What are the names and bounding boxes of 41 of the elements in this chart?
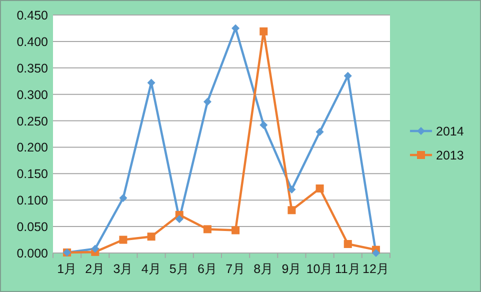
x-tick-label: 4月 bbox=[141, 262, 162, 276]
point bbox=[119, 194, 128, 202]
point bbox=[232, 24, 240, 32]
y-tick-label: 0.150 bbox=[16, 167, 48, 182]
y-tick-label: 0.400 bbox=[16, 34, 48, 49]
point bbox=[203, 225, 212, 234]
x-tick-label: 8月 bbox=[254, 262, 274, 276]
x-tick-label: 1月 bbox=[57, 262, 78, 276]
point bbox=[316, 184, 324, 192]
y-tick-label: 0.000 bbox=[16, 246, 48, 260]
y-tick-label: 0.300 bbox=[16, 88, 48, 102]
point bbox=[316, 128, 324, 136]
point bbox=[344, 240, 352, 248]
point bbox=[260, 121, 268, 130]
point bbox=[260, 27, 268, 36]
point bbox=[288, 206, 296, 214]
x-tick-label: 10月 bbox=[306, 262, 334, 276]
y-tick-label: 0.250 bbox=[16, 114, 48, 128]
point bbox=[119, 236, 128, 244]
x-tick-label: 6月 bbox=[197, 262, 218, 276]
y-tick-label: 0.450 bbox=[16, 8, 48, 22]
x-tick-label: 9月 bbox=[282, 262, 302, 276]
y-tick-label: 0.100 bbox=[16, 194, 48, 208]
point bbox=[372, 249, 380, 257]
x-tick-label: 5月 bbox=[169, 262, 190, 276]
legend-label: 2014 bbox=[436, 124, 464, 138]
point bbox=[232, 226, 240, 234]
point bbox=[91, 244, 100, 253]
point bbox=[288, 186, 296, 194]
x-tick-label: 3月 bbox=[113, 262, 134, 276]
point bbox=[147, 232, 156, 241]
x-tick-label: 2月 bbox=[85, 262, 106, 276]
x-tick-label: 7月 bbox=[226, 262, 246, 276]
y-tick-label: 0.200 bbox=[16, 140, 48, 155]
point bbox=[203, 98, 212, 106]
y-tick-label: 0.050 bbox=[16, 220, 48, 234]
point bbox=[175, 215, 184, 224]
x-tick-label: 11月 bbox=[334, 262, 361, 276]
x-tick-label: 12月 bbox=[362, 262, 390, 276]
legend-label: 2013 bbox=[436, 148, 464, 162]
y-tick-label: 0.350 bbox=[16, 61, 48, 76]
